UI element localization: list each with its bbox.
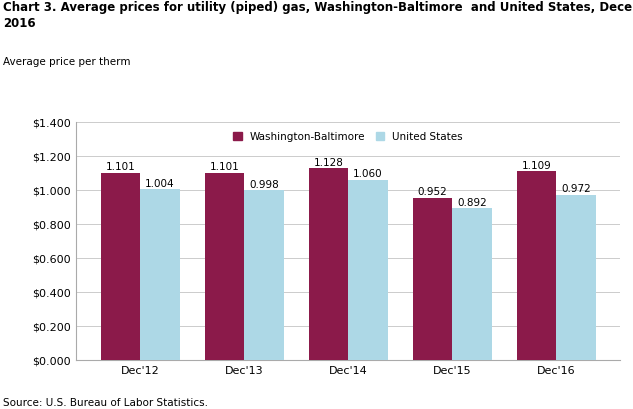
Text: 0.998: 0.998 [249, 179, 279, 189]
Text: Source: U.S. Bureau of Labor Statistics.: Source: U.S. Bureau of Labor Statistics. [3, 397, 208, 407]
Bar [101, 173, 141, 360]
Bar [556, 195, 596, 360]
Bar [141, 190, 180, 360]
Text: 1.101: 1.101 [210, 162, 239, 172]
Bar [244, 191, 284, 360]
Bar [413, 199, 452, 360]
Bar [452, 209, 492, 360]
Text: 1.101: 1.101 [106, 162, 135, 172]
Text: 1.109: 1.109 [522, 160, 551, 170]
Text: 0.952: 0.952 [418, 187, 448, 197]
Text: 1.004: 1.004 [145, 178, 175, 188]
Text: 1.060: 1.060 [353, 169, 383, 179]
Text: 1.128: 1.128 [313, 157, 343, 167]
Text: 0.972: 0.972 [561, 184, 591, 193]
Legend: Washington-Baltimore, United States: Washington-Baltimore, United States [229, 128, 467, 146]
Bar [348, 180, 387, 360]
Text: Average price per therm: Average price per therm [3, 57, 130, 67]
Bar [204, 173, 244, 360]
Text: 0.892: 0.892 [457, 197, 487, 207]
Text: Chart 3. Average prices for utility (piped) gas, Washington-Baltimore  and Unite: Chart 3. Average prices for utility (pip… [3, 1, 633, 30]
Bar [309, 169, 348, 360]
Bar [517, 172, 556, 360]
